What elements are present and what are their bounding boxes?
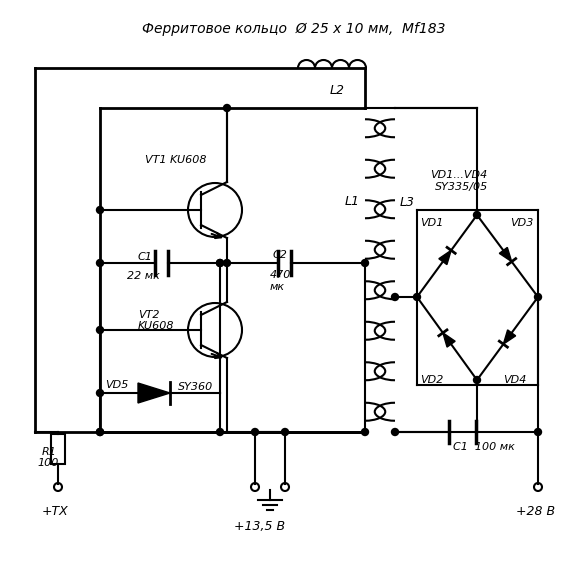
Polygon shape [439,250,451,265]
Circle shape [216,259,223,266]
Circle shape [282,428,289,435]
Text: VD1...VD4: VD1...VD4 [430,170,487,180]
Text: L2: L2 [330,84,345,97]
Circle shape [223,259,230,266]
Circle shape [96,207,103,214]
Circle shape [96,428,103,435]
Text: +13,5 В: +13,5 В [235,520,286,533]
Text: +TX: +TX [42,505,69,518]
Circle shape [216,259,223,266]
Text: C1: C1 [138,252,153,262]
Text: 22 мк: 22 мк [127,271,160,281]
Text: VD4: VD4 [503,375,526,385]
Circle shape [252,428,259,435]
Circle shape [534,428,542,435]
Text: Ферритовое кольцо  Ø 25 x 10 мм,  Mf183: Ферритовое кольцо Ø 25 x 10 мм, Mf183 [142,22,446,36]
Text: VT1 KU608: VT1 KU608 [145,155,206,165]
Text: SY335/05: SY335/05 [435,182,488,192]
Circle shape [216,428,223,435]
Text: L1: L1 [345,195,360,208]
Text: VD3: VD3 [510,218,533,228]
Circle shape [392,294,399,301]
Polygon shape [443,333,455,347]
Text: мк: мк [270,282,285,292]
Text: C2: C2 [273,250,288,260]
Text: KU608: KU608 [138,321,175,331]
Polygon shape [138,383,170,403]
Text: L3: L3 [400,196,415,209]
Text: C1  100 мк: C1 100 мк [453,442,515,452]
Polygon shape [499,247,512,262]
Text: 100: 100 [37,458,58,468]
Text: R1: R1 [42,447,57,457]
Circle shape [96,327,103,334]
Text: VD2: VD2 [420,375,443,385]
Circle shape [223,104,230,112]
Circle shape [413,294,420,301]
Text: VD5: VD5 [105,380,128,390]
Text: VD1: VD1 [420,218,443,228]
Circle shape [96,428,103,435]
Circle shape [534,294,542,301]
Bar [51,434,65,464]
Circle shape [473,211,480,218]
Circle shape [96,259,103,266]
Text: +28 В: +28 В [516,505,555,518]
Text: 470: 470 [270,270,292,280]
Circle shape [392,428,399,435]
Circle shape [473,376,480,383]
Text: VT2: VT2 [138,310,159,320]
Polygon shape [503,330,516,344]
Circle shape [96,390,103,397]
Circle shape [362,428,369,435]
Circle shape [362,259,369,266]
Text: SY360: SY360 [178,382,213,392]
